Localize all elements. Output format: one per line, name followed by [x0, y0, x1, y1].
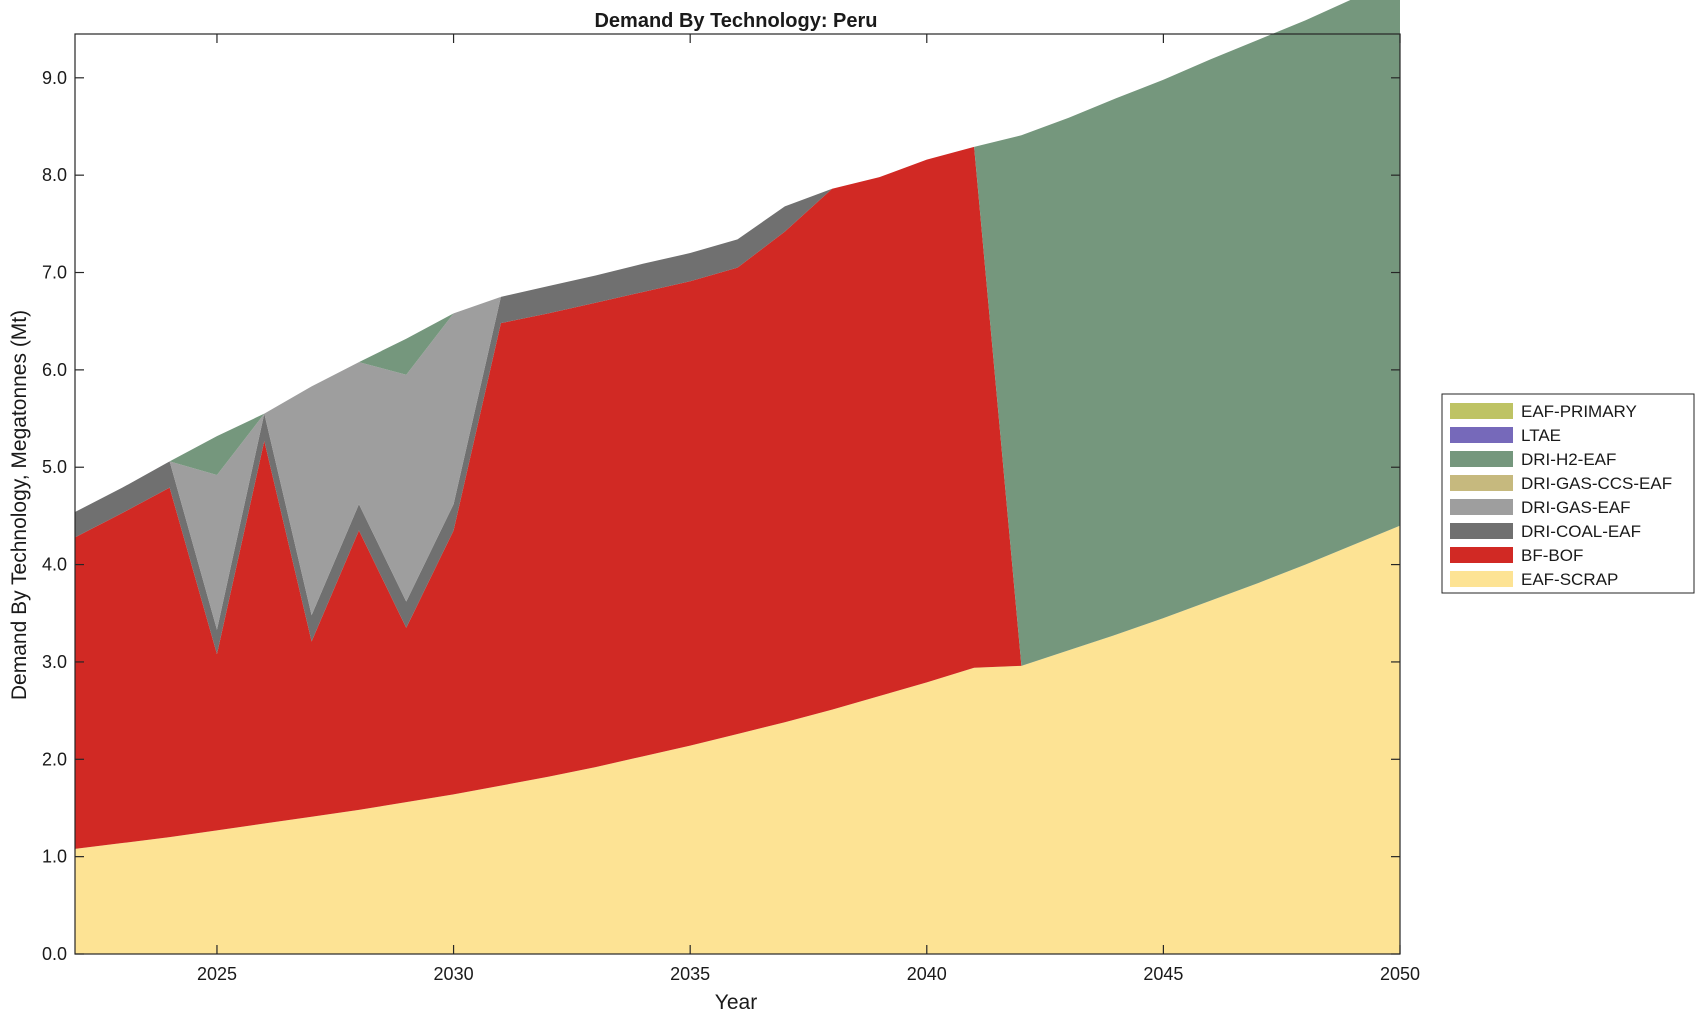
legend-swatch-dri-coal-eaf	[1450, 523, 1513, 539]
legend-label-ltae: LTAE	[1521, 426, 1561, 445]
legend-label-bf-bof: BF-BOF	[1521, 546, 1583, 565]
legend-swatch-dri-h2-eaf	[1450, 451, 1513, 467]
legend-label-dri-gas-eaf: DRI-GAS-EAF	[1521, 498, 1631, 517]
y-tick-label: 4.0	[42, 555, 67, 575]
plot-frame	[74, 33, 1401, 955]
area-eaf-scrap	[75, 525, 1400, 954]
y-tick-label: 5.0	[42, 457, 67, 477]
y-tick-label: 2.0	[42, 749, 67, 769]
legend-label-eaf-scrap: EAF-SCRAP	[1521, 570, 1618, 589]
y-tick-label: 8.0	[42, 165, 67, 185]
axes-layer: 0.0 1.0 2.0 3.0 4.0 5.0 6.0 7.0 8.0 9.0 2025 2030 20…	[42, 33, 1420, 984]
y-tick-label: 0.0	[42, 944, 67, 964]
x-tick-label: 2025	[197, 964, 237, 984]
x-tick-label: 2030	[434, 964, 474, 984]
legend-label-eaf-primary: EAF-PRIMARY	[1521, 402, 1637, 421]
x-axis-label: Year	[715, 991, 757, 1014]
y-tick-label: 6.0	[42, 360, 67, 380]
legend-swatch-eaf-primary	[1450, 403, 1513, 419]
y-tick-label: 7.0	[42, 263, 67, 283]
x-tick-label: 2040	[907, 964, 947, 984]
legend-swatch-dri-gas-eaf	[1450, 499, 1513, 515]
area-dri-h2-eaf	[75, 0, 1400, 666]
legend-label-dri-coal-eaf: DRI-COAL-EAF	[1521, 522, 1641, 541]
legend-label-dri-gas-ccs-eaf: DRI-GAS-CCS-EAF	[1521, 474, 1672, 493]
area-bf-bof	[75, 146, 1400, 849]
y-axis-label: Demand By Technology, Megatonnes (Mt)	[8, 310, 31, 700]
areas-layer	[75, 0, 1400, 954]
y-tick-label: 9.0	[42, 68, 67, 88]
legend-swatch-dri-gas-ccs-eaf	[1450, 475, 1513, 491]
area-dri-gas-eaf	[75, 146, 1400, 666]
legend-swatch-bf-bof	[1450, 547, 1513, 563]
y-tick-label: 1.0	[42, 847, 67, 867]
legend: EAF-PRIMARY LTAE DRI-H2-EAF DRI-GAS-CCS-EAF…	[1441, 393, 1695, 594]
area-dri-coal-eaf	[75, 146, 1400, 666]
legend-label-dri-h2-eaf: DRI-H2-EAF	[1521, 450, 1616, 469]
x-tick-label: 2050	[1380, 964, 1420, 984]
legend-swatch-eaf-scrap	[1450, 571, 1513, 587]
y-tick-label: 3.0	[42, 652, 67, 672]
x-tick-label: 2035	[670, 964, 710, 984]
legend-swatch-ltae	[1450, 427, 1513, 443]
chart-title: Demand By Technology: Peru	[594, 10, 877, 32]
x-tick-label: 2045	[1143, 964, 1183, 984]
